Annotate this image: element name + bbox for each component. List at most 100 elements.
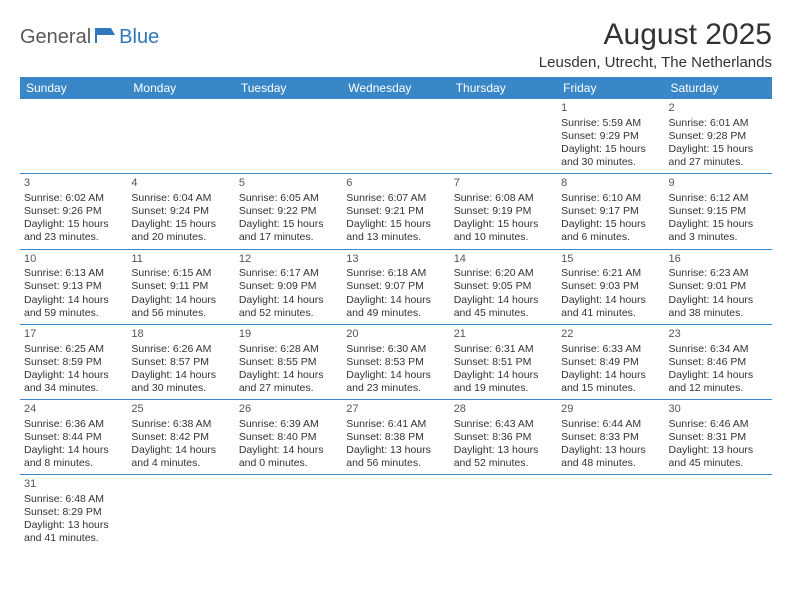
day-info-line: Sunrise: 6:23 AM [669,267,768,280]
day-info-line: Daylight: 15 hours [24,218,123,231]
day-number: 10 [24,253,123,267]
day-info-line: Sunrise: 6:41 AM [346,418,445,431]
day-info-line: Sunrise: 6:12 AM [669,192,768,205]
day-number: 2 [669,102,768,116]
day-number: 27 [346,403,445,417]
day-info-line: and 23 minutes. [346,382,445,395]
calendar-cell: 5Sunrise: 6:05 AMSunset: 9:22 PMDaylight… [235,174,342,249]
calendar-cell: 23Sunrise: 6:34 AMSunset: 8:46 PMDayligh… [665,324,772,399]
calendar-week-row: 10Sunrise: 6:13 AMSunset: 9:13 PMDayligh… [20,249,772,324]
calendar-cell: 6Sunrise: 6:07 AMSunset: 9:21 PMDaylight… [342,174,449,249]
calendar-cell: 16Sunrise: 6:23 AMSunset: 9:01 PMDayligh… [665,249,772,324]
day-number: 25 [131,403,230,417]
calendar-cell: 19Sunrise: 6:28 AMSunset: 8:55 PMDayligh… [235,324,342,399]
day-info-line: Daylight: 13 hours [561,444,660,457]
day-info-line: and 34 minutes. [24,382,123,395]
day-number: 7 [454,177,553,191]
calendar-cell: 20Sunrise: 6:30 AMSunset: 8:53 PMDayligh… [342,324,449,399]
day-info-line: Sunset: 8:29 PM [24,506,123,519]
day-info-line: Daylight: 14 hours [131,369,230,382]
calendar-cell: 30Sunrise: 6:46 AMSunset: 8:31 PMDayligh… [665,400,772,475]
day-info-line: Sunrise: 6:18 AM [346,267,445,280]
location-text: Leusden, Utrecht, The Netherlands [539,54,772,71]
day-info-line: Sunrise: 6:31 AM [454,343,553,356]
day-info-line: Sunset: 9:01 PM [669,280,768,293]
day-info-line: and 10 minutes. [454,231,553,244]
calendar-cell [20,99,127,174]
day-info-line: Daylight: 14 hours [24,444,123,457]
calendar-week-row: 31Sunrise: 6:48 AMSunset: 8:29 PMDayligh… [20,475,772,550]
day-info-line: Sunset: 8:53 PM [346,356,445,369]
day-info-line: and 45 minutes. [454,307,553,320]
day-info-line: Sunrise: 6:44 AM [561,418,660,431]
day-info-line: Sunset: 9:15 PM [669,205,768,218]
day-number: 19 [239,328,338,342]
day-info-line: Sunset: 9:11 PM [131,280,230,293]
day-info-line: Sunset: 9:26 PM [24,205,123,218]
day-info-line: and 30 minutes. [131,382,230,395]
calendar-cell: 24Sunrise: 6:36 AMSunset: 8:44 PMDayligh… [20,400,127,475]
day-info-line: and 27 minutes. [669,156,768,169]
day-info-line: and 17 minutes. [239,231,338,244]
day-number: 6 [346,177,445,191]
day-info-line: Sunset: 9:24 PM [131,205,230,218]
day-info-line: and 8 minutes. [24,457,123,470]
calendar-table: SundayMondayTuesdayWednesdayThursdayFrid… [20,77,772,550]
day-info-line: Sunset: 9:07 PM [346,280,445,293]
day-number: 13 [346,253,445,267]
calendar-cell: 29Sunrise: 6:44 AMSunset: 8:33 PMDayligh… [557,400,664,475]
day-header: Sunday [20,77,127,99]
calendar-cell [235,99,342,174]
day-header: Thursday [450,77,557,99]
calendar-week-row: 24Sunrise: 6:36 AMSunset: 8:44 PMDayligh… [20,400,772,475]
day-info-line: and 15 minutes. [561,382,660,395]
calendar-cell: 12Sunrise: 6:17 AMSunset: 9:09 PMDayligh… [235,249,342,324]
day-number: 15 [561,253,660,267]
day-info-line: and 13 minutes. [346,231,445,244]
day-info-line: Daylight: 14 hours [346,294,445,307]
day-info-line: Sunrise: 6:15 AM [131,267,230,280]
calendar-cell: 31Sunrise: 6:48 AMSunset: 8:29 PMDayligh… [20,475,127,550]
day-info-line: Daylight: 15 hours [239,218,338,231]
day-info-line: Sunset: 9:28 PM [669,130,768,143]
day-info-line: Daylight: 14 hours [131,444,230,457]
day-info-line: Sunrise: 5:59 AM [561,117,660,130]
day-info-line: and 4 minutes. [131,457,230,470]
day-info-line: Sunrise: 6:10 AM [561,192,660,205]
day-info-line: Sunrise: 6:39 AM [239,418,338,431]
day-info-line: Sunset: 8:49 PM [561,356,660,369]
title-block: August 2025 Leusden, Utrecht, The Nether… [539,18,772,71]
day-number: 29 [561,403,660,417]
day-info-line: and 23 minutes. [24,231,123,244]
day-info-line: Sunset: 8:40 PM [239,431,338,444]
day-number: 31 [24,478,123,492]
logo: General Blue [20,26,159,49]
day-info-line: Daylight: 14 hours [561,369,660,382]
day-number: 16 [669,253,768,267]
day-number: 9 [669,177,768,191]
day-info-line: Daylight: 15 hours [346,218,445,231]
day-number: 21 [454,328,553,342]
day-info-line: Daylight: 15 hours [561,143,660,156]
day-info-line: and 48 minutes. [561,457,660,470]
day-info-line: Daylight: 14 hours [561,294,660,307]
day-info-line: Daylight: 14 hours [239,369,338,382]
calendar-week-row: 17Sunrise: 6:25 AMSunset: 8:59 PMDayligh… [20,324,772,399]
day-number: 12 [239,253,338,267]
calendar-cell: 18Sunrise: 6:26 AMSunset: 8:57 PMDayligh… [127,324,234,399]
calendar-week-row: 1Sunrise: 5:59 AMSunset: 9:29 PMDaylight… [20,99,772,174]
calendar-cell: 25Sunrise: 6:38 AMSunset: 8:42 PMDayligh… [127,400,234,475]
page-title: August 2025 [539,18,772,52]
day-info-line: and 52 minutes. [239,307,338,320]
day-info-line: Sunrise: 6:17 AM [239,267,338,280]
day-number: 28 [454,403,553,417]
calendar-cell [450,99,557,174]
calendar-cell [127,99,234,174]
calendar-cell: 8Sunrise: 6:10 AMSunset: 9:17 PMDaylight… [557,174,664,249]
day-header: Saturday [665,77,772,99]
day-info-line: Daylight: 14 hours [454,294,553,307]
calendar-cell: 1Sunrise: 5:59 AMSunset: 9:29 PMDaylight… [557,99,664,174]
calendar-week-row: 3Sunrise: 6:02 AMSunset: 9:26 PMDaylight… [20,174,772,249]
calendar-cell: 3Sunrise: 6:02 AMSunset: 9:26 PMDaylight… [20,174,127,249]
day-info-line: Daylight: 15 hours [669,143,768,156]
